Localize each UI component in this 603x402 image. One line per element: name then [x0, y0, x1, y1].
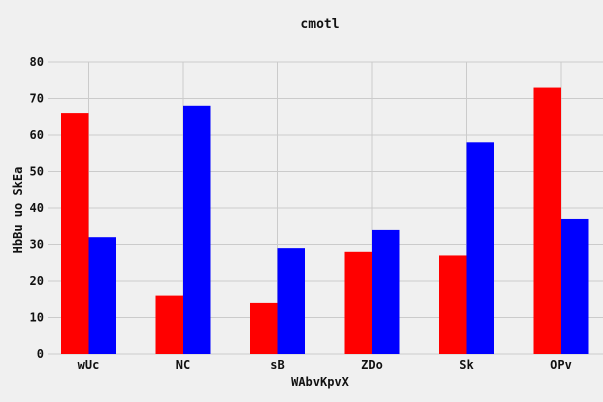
- bar-wUc-series-2: [88, 237, 116, 354]
- y-tick-label: 70: [30, 92, 44, 106]
- bar-Sk-series-2: [466, 142, 494, 354]
- y-axis-label: HbBu uo SkEa: [11, 167, 25, 254]
- chart-title: cmotl: [300, 17, 339, 32]
- x-tick-labels: wUc NC sB ZDo Sk OPv: [78, 358, 572, 372]
- x-tick-label: sB: [270, 358, 284, 372]
- y-tick-label: 60: [30, 128, 44, 142]
- y-tick-label: 30: [30, 238, 44, 252]
- x-tick-label: Sk: [459, 358, 474, 372]
- bar-OPv-series-1: [533, 87, 561, 355]
- bar-Sk-series-1: [439, 255, 467, 354]
- bar-wUc-series-1: [61, 113, 89, 354]
- bar-ZDo-series-1: [344, 251, 372, 354]
- bar-ZDo-series-2: [372, 229, 400, 354]
- bar-sB-series-2: [277, 248, 305, 354]
- y-tick-label: 0: [37, 347, 44, 361]
- y-tick-label: 50: [30, 165, 44, 179]
- bar-NC-series-2: [183, 105, 211, 354]
- x-tick-label: NC: [176, 358, 190, 372]
- y-tick-label: 40: [30, 201, 44, 215]
- y-tick-label: 20: [30, 274, 44, 288]
- bar-NC-series-1: [155, 295, 183, 354]
- x-axis-label: WAbvKpvX: [291, 375, 350, 389]
- x-tick-label: ZDo: [361, 358, 383, 372]
- bar-OPv-series-2: [561, 218, 589, 354]
- bar-sB-series-1: [250, 302, 278, 354]
- y-tick-label: 10: [30, 311, 44, 325]
- x-tick-label: wUc: [78, 358, 100, 372]
- y-tick-labels: 0 10 20 30 40 50 60 70 80: [30, 55, 44, 361]
- bars-layer: [61, 87, 589, 355]
- x-tick-label: OPv: [550, 358, 572, 372]
- y-tick-label: 80: [30, 55, 44, 69]
